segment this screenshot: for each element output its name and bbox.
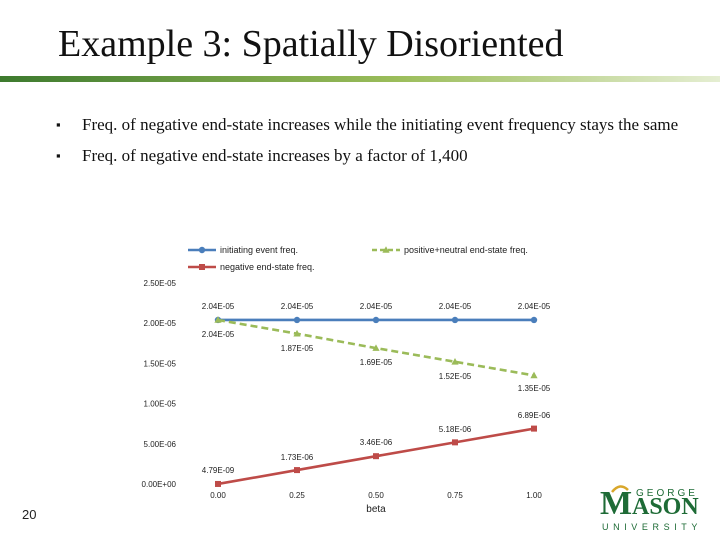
y-tick-label: 5.00E-06 <box>144 440 177 449</box>
circle-marker <box>198 246 206 254</box>
square-marker <box>294 467 300 474</box>
circle-marker <box>372 316 380 324</box>
bullet-text: Freq. of negative end-state increases wh… <box>82 115 679 134</box>
bullet-text: Freq. of negative end-state increases by… <box>82 146 468 165</box>
chart-series <box>214 316 538 487</box>
logo-m: M <box>600 485 632 522</box>
data-label: 1.87E-05 <box>281 344 314 353</box>
data-label: 2.04E-05 <box>439 302 472 311</box>
data-label: 2.04E-05 <box>518 302 551 311</box>
y-tick-label: 1.00E-05 <box>144 400 177 409</box>
triangle-marker <box>214 316 222 323</box>
logo-george: GEORGE <box>636 488 698 499</box>
square-marker <box>452 439 458 446</box>
circle-marker <box>451 316 459 324</box>
x-tick-label: 1.00 <box>526 491 542 500</box>
x-axis: 0.00 0.25 0.50 0.75 1.00 beta <box>210 491 542 515</box>
x-axis-label: beta <box>366 504 386 515</box>
data-label: 2.04E-05 <box>281 302 314 311</box>
y-tick-label: 2.00E-05 <box>144 319 177 328</box>
y-tick-label: 0.00E+00 <box>142 480 177 489</box>
y-tick-label: 1.50E-05 <box>144 359 177 368</box>
logo-ason: ASON <box>632 494 699 520</box>
page-number: 20 <box>22 507 37 522</box>
legend-label: negative end-state freq. <box>220 262 315 272</box>
square-marker <box>215 480 221 487</box>
data-label: 2.04E-05 <box>202 302 235 311</box>
x-tick-label: 0.75 <box>447 491 463 500</box>
circle-marker <box>530 316 538 324</box>
y-axis: 0.00E+00 5.00E-06 1.00E-05 1.50E-05 2.00E-05… <box>142 279 177 489</box>
data-label: 5.18E-06 <box>439 425 472 434</box>
title-divider <box>0 76 720 82</box>
logo-swoosh-icon <box>611 485 629 493</box>
data-label: 1.35E-05 <box>518 384 551 393</box>
triangle-marker <box>372 344 380 351</box>
square-bullet-icon: ▪ <box>56 117 61 132</box>
triangle-marker <box>530 371 538 379</box>
bullet-list: ▪ Freq. of negative end-state increases … <box>56 114 696 176</box>
legend-label: positive+neutral end-state freq. <box>404 245 528 255</box>
circle-marker <box>293 316 301 324</box>
data-label: 4.79E-09 <box>202 466 235 475</box>
slide-title: Example 3: Spatially Disoriented <box>58 23 564 65</box>
y-tick-label: 2.50E-05 <box>144 279 177 288</box>
bullet-item: ▪ Freq. of negative end-state increases … <box>56 114 696 135</box>
square-marker <box>531 425 537 432</box>
data-label: 6.89E-06 <box>518 411 551 420</box>
x-tick-label: 0.00 <box>210 491 226 500</box>
legend-label: initiating event freq. <box>220 245 298 255</box>
data-label: 2.04E-05 <box>360 302 393 311</box>
data-label: 2.04E-05 <box>202 330 235 339</box>
logo-university: UNIVERSITY <box>602 522 702 532</box>
data-label: 1.52E-05 <box>439 372 472 381</box>
data-label: 3.46E-06 <box>360 438 393 447</box>
x-tick-label: 0.25 <box>289 491 305 500</box>
square-marker <box>199 264 205 270</box>
data-label: 1.73E-06 <box>281 453 314 462</box>
x-tick-label: 0.50 <box>368 491 384 500</box>
square-marker <box>373 453 379 460</box>
data-label: 1.69E-05 <box>360 358 393 367</box>
george-mason-logo: M GEORGE ASON UNIVERSITY <box>600 485 702 532</box>
chart-legend: initiating event freq. positive+neutral e… <box>188 245 528 272</box>
triangle-marker <box>382 246 390 253</box>
square-bullet-icon: ▪ <box>56 148 61 163</box>
triangle-marker <box>293 329 301 337</box>
triangle-marker <box>451 357 459 365</box>
data-labels: 2.04E-05 2.04E-05 2.04E-05 2.04E-05 2.04E-05… <box>202 302 551 475</box>
bullet-item: ▪ Freq. of negative end-state increases … <box>56 145 696 166</box>
